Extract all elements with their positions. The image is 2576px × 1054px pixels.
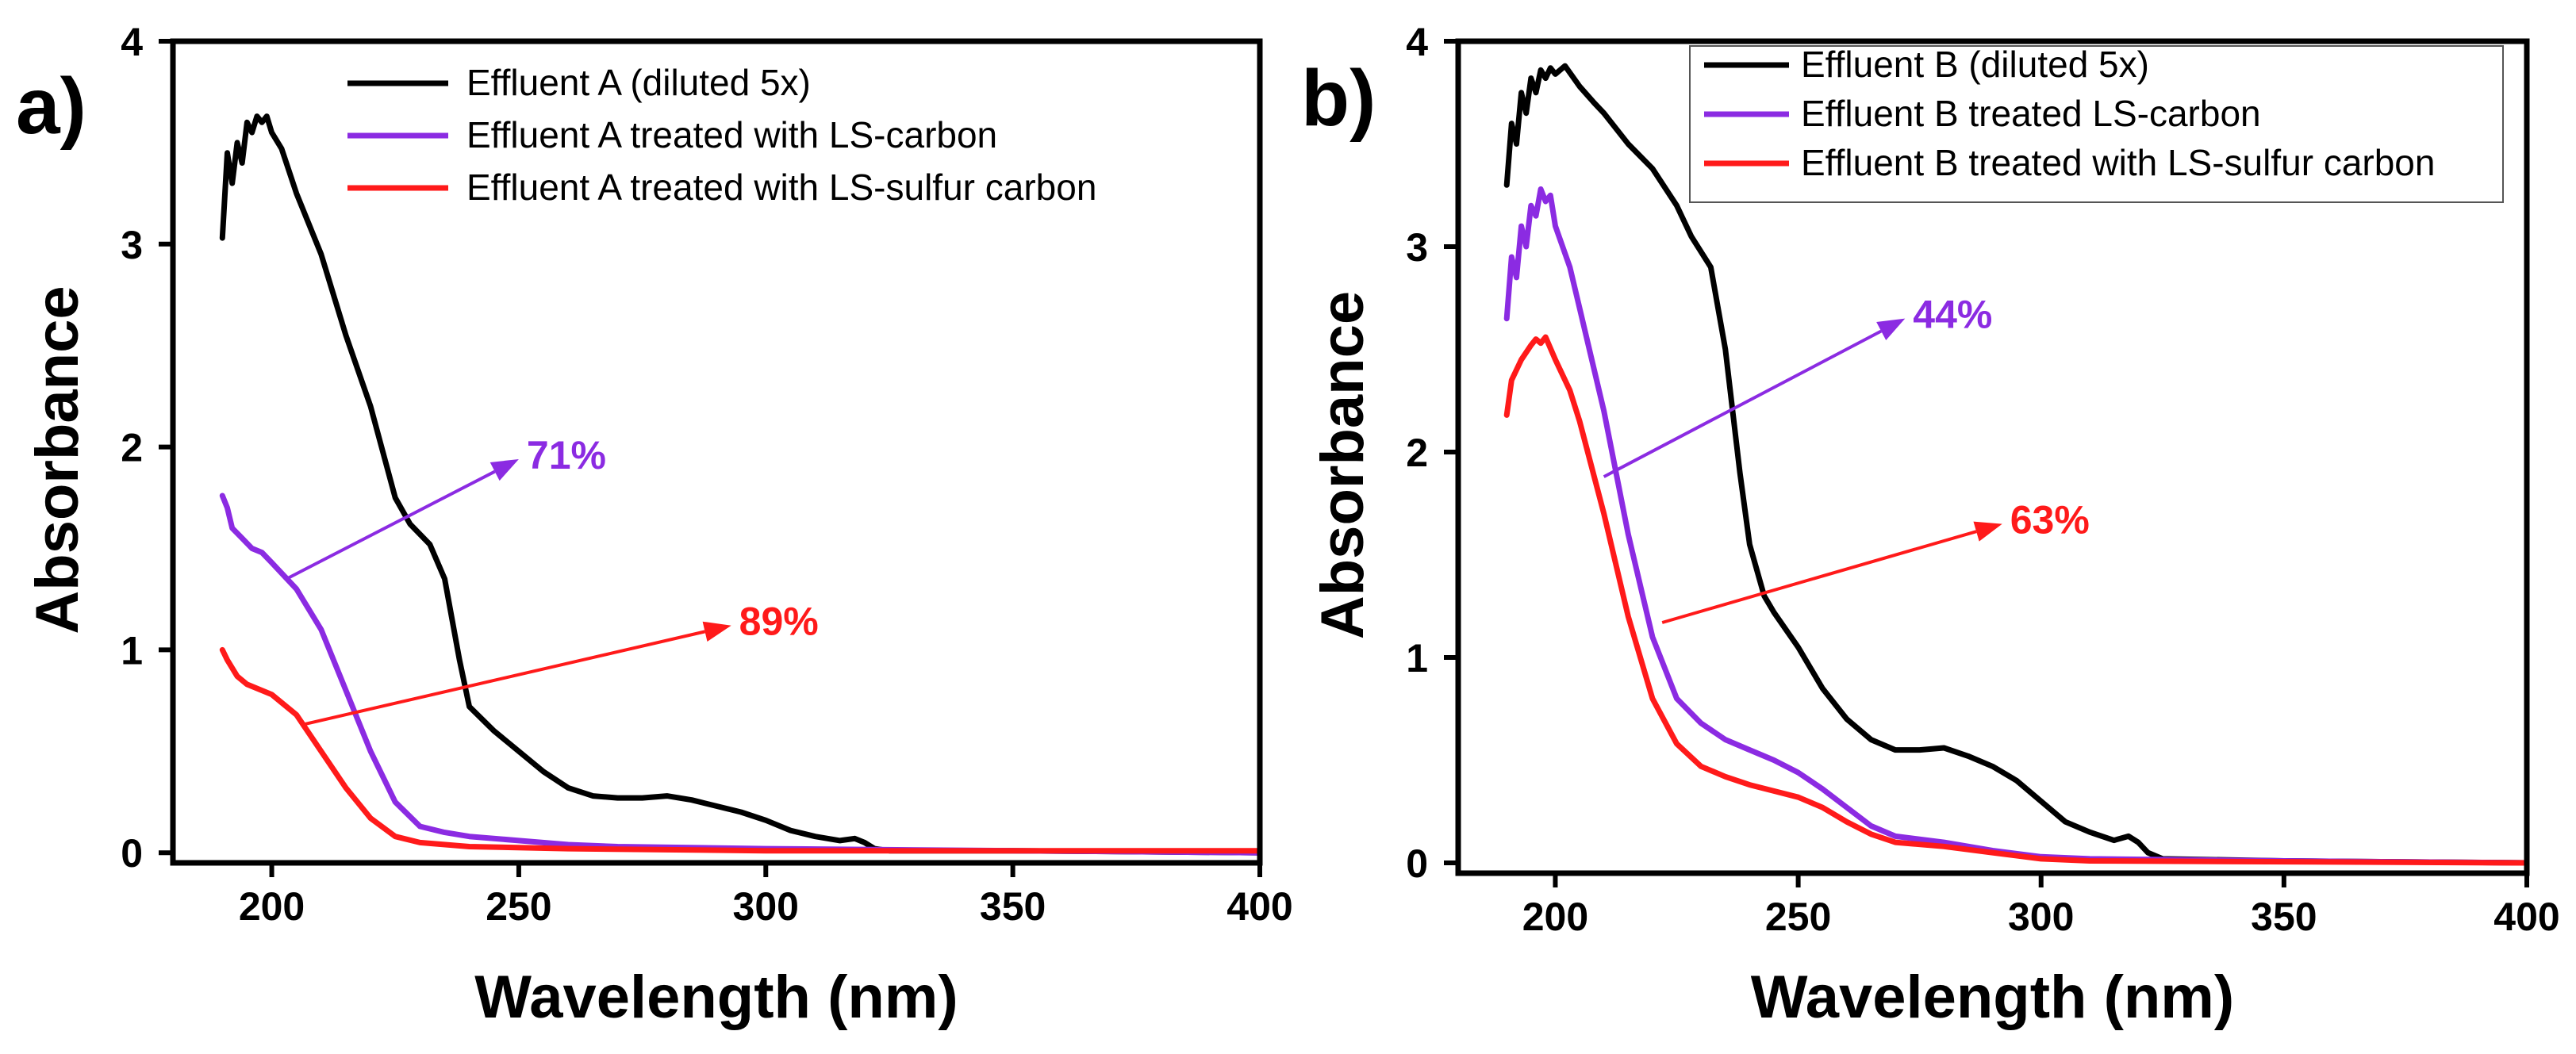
- x-tick-label: 200: [1522, 895, 1588, 939]
- series-line-2: [1503, 186, 2530, 866]
- panel-label: a): [16, 62, 86, 151]
- legend-entry: Effluent B (diluted 5x): [1801, 44, 2149, 85]
- annotation-label: 89%: [739, 600, 819, 644]
- x-axis-title: Wavelength (nm): [474, 964, 958, 1031]
- legend-entry: Effluent A treated with LS-carbon: [466, 114, 997, 155]
- y-tick-label: 1: [1406, 636, 1428, 680]
- y-tick-label: 2: [1406, 431, 1428, 475]
- x-tick-label: 250: [1765, 895, 1831, 939]
- annotation-arrow: [1661, 530, 1977, 624]
- plot-frame: [1455, 38, 2530, 876]
- x-tick-label: 350: [2251, 895, 2317, 939]
- legend-box: [1689, 45, 2504, 203]
- annotation-arrow: [286, 470, 496, 581]
- series-line-1: [1503, 63, 2530, 866]
- annotation-label: 63%: [2010, 498, 2090, 542]
- series-line-3: [219, 646, 1263, 854]
- legend-entry: Effluent B treated with LS-sulfur carbon: [1801, 142, 2435, 183]
- y-tick-label: 3: [1406, 225, 1428, 270]
- y-axis-title: Absorbance: [1309, 291, 1376, 639]
- y-tick-label: 0: [121, 831, 143, 876]
- x-tick-label: 300: [2008, 895, 2074, 939]
- annotation-arrow: [301, 630, 706, 727]
- x-tick-label: 400: [2493, 895, 2559, 939]
- legend-entry: Effluent A treated with LS-sulfur carbon: [466, 167, 1096, 208]
- y-tick-label: 4: [1406, 20, 1428, 64]
- annotation-arrow: [1603, 329, 1883, 478]
- annotation-label: 44%: [1913, 293, 1992, 337]
- plot-frame: [170, 38, 1263, 866]
- series-line-2: [219, 493, 1263, 856]
- y-tick-label: 0: [1406, 841, 1428, 886]
- y-axis-title: Absorbance: [24, 286, 91, 634]
- legend: Effluent B (diluted 5x) Effluent B treate…: [1689, 44, 2504, 203]
- chart-panel-2: b) 200 250 300 350 400 0 1 2 3 4 Wavelength (nm) Abs…: [1301, 20, 2560, 1031]
- y-tick-label: 4: [121, 20, 143, 64]
- legend-entry: Effluent A (diluted 5x): [466, 62, 811, 103]
- annotation-arrowhead: [702, 621, 731, 642]
- annotation-label: 71%: [527, 433, 606, 477]
- x-tick-label: 300: [733, 884, 799, 929]
- y-tick-label: 3: [121, 223, 143, 267]
- x-axis-title: Wavelength (nm): [1751, 964, 2234, 1031]
- legend-entry: Effluent B treated LS-carbon: [1801, 93, 2261, 134]
- series-line-1: [219, 113, 1263, 856]
- annotation-arrowhead: [1876, 318, 1906, 340]
- legend: Effluent A (diluted 5x) Effluent A treate…: [347, 62, 1096, 208]
- x-tick-label: 200: [239, 884, 305, 929]
- series-line-3: [1503, 334, 2530, 866]
- x-tick-label: 400: [1227, 884, 1292, 929]
- x-tick-label: 350: [980, 884, 1046, 929]
- chart-panel-1: a) 200 250 300 350 400 0 1 2 3 4 Wavelength (nm) Abs…: [16, 20, 1293, 1031]
- panel-label: b): [1301, 54, 1376, 143]
- y-tick-label: 2: [121, 426, 143, 470]
- x-tick-label: 250: [486, 884, 551, 929]
- y-tick-label: 1: [121, 628, 143, 673]
- annotation-arrowhead: [1973, 521, 2002, 542]
- annotation-arrowhead: [489, 458, 519, 481]
